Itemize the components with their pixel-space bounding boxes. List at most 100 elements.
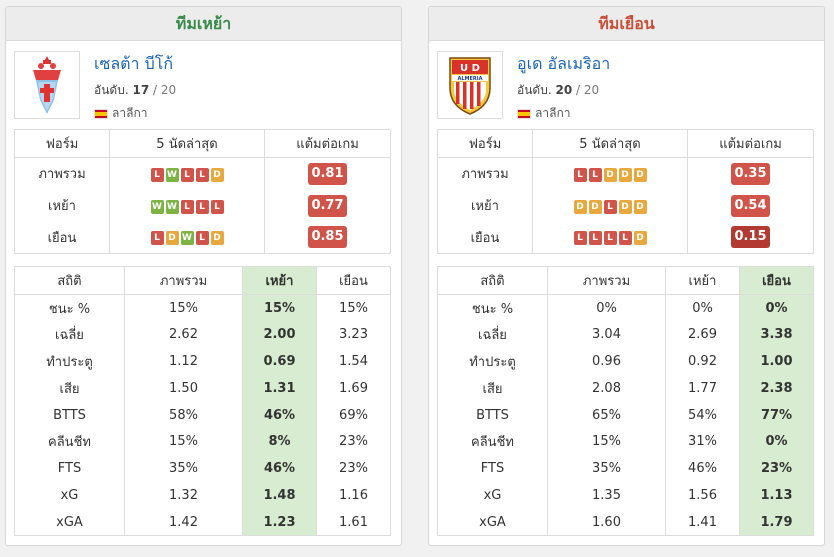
stats-cell: 58% — [124, 401, 243, 429]
stats-cell: 1.48 — [242, 482, 317, 509]
result-badge[interactable]: W — [165, 199, 179, 214]
stats-cell: 46% — [242, 401, 317, 429]
stats-cell: 1.42 — [124, 508, 243, 537]
result-badge[interactable]: L — [180, 199, 194, 214]
result-badge[interactable]: D — [165, 231, 179, 246]
result-badge[interactable]: W — [165, 167, 179, 182]
result-badge[interactable]: L — [210, 199, 224, 214]
form-row-ppg-cell: 0.85 — [264, 221, 391, 254]
stats-row: xG 1.35 1.56 1.13 — [437, 482, 814, 509]
ppg-badge: 0.54 — [731, 194, 770, 217]
home-team-logo[interactable] — [14, 51, 80, 119]
result-badge[interactable]: D — [633, 231, 647, 246]
home-rank-total: / 20 — [153, 83, 177, 97]
away-stats-table: สถิติ ภาพรวม เหย้า เยือน ชนะ % 0% 0% 0% เฉลี… — [437, 266, 814, 537]
stats-cell: 1.35 — [547, 482, 666, 509]
stats-cell: 0.69 — [242, 348, 317, 375]
form-header-last5: 5 นัดล่าสุด — [109, 129, 265, 158]
stats-cell: 15% — [547, 428, 666, 456]
stats-row: ทำประตู 1.12 0.69 1.54 — [14, 348, 391, 375]
result-badge[interactable]: D — [633, 167, 647, 182]
stats-header-overall: ภาพรวม — [124, 266, 243, 295]
stats-row-label: ทำประตู — [14, 348, 125, 375]
stats-cell: 0.96 — [547, 348, 666, 375]
result-badge[interactable]: L — [180, 167, 194, 182]
stats-cell: 1.13 — [739, 482, 814, 509]
result-badge[interactable]: D — [618, 199, 632, 214]
result-badge[interactable]: L — [195, 167, 209, 182]
stats-cell: 15% — [242, 294, 317, 322]
stats-cell: 0.92 — [665, 348, 740, 375]
result-badge[interactable]: L — [195, 231, 209, 246]
stats-row: เสีย 1.50 1.31 1.69 — [14, 374, 391, 402]
away-team-logo[interactable]: U D ALMERIA — [437, 51, 503, 119]
stats-row-label: คลีนชีท — [437, 428, 548, 456]
result-badge[interactable]: D — [210, 167, 224, 182]
home-team-name[interactable]: เซลต้า บีโก้ — [94, 54, 174, 73]
stats-row: คลีนชีท 15% 31% 0% — [437, 428, 814, 456]
stats-row: เฉลี่ย 2.62 2.00 3.23 — [14, 321, 391, 349]
stats-row-label: xG — [437, 482, 548, 509]
result-badge[interactable]: W — [150, 199, 164, 214]
away-form-table: ฟอร์ม 5 นัดล่าสุด แต้มต่อเกม ภาพรวม L L D D D… — [437, 129, 814, 254]
result-badge[interactable]: W — [180, 231, 194, 246]
result-badge[interactable]: D — [618, 167, 632, 182]
stats-cell: 2.08 — [547, 374, 666, 402]
result-badge[interactable]: L — [150, 231, 164, 246]
result-badge[interactable]: L — [588, 167, 602, 182]
stats-header-stat: สถิติ — [14, 266, 125, 295]
stats-cell: 2.00 — [242, 321, 317, 349]
stats-row-label: FTS — [14, 455, 125, 483]
stats-header-away: เยือน — [739, 266, 814, 295]
result-badge[interactable]: L — [603, 199, 617, 214]
result-badge[interactable]: D — [633, 199, 647, 214]
home-league-name[interactable]: ลาลีกา — [112, 106, 148, 120]
stats-cell: 3.38 — [739, 321, 814, 349]
stats-cell: 46% — [242, 455, 317, 483]
result-badge[interactable]: L — [150, 167, 164, 182]
result-badge[interactable]: L — [573, 167, 587, 182]
result-badge[interactable]: D — [573, 199, 587, 214]
form-row-ppg-cell: 0.77 — [264, 189, 391, 222]
result-badge[interactable]: L — [603, 231, 617, 246]
form-row-label: เยือน — [437, 221, 533, 254]
stats-cell: 1.69 — [316, 374, 391, 402]
stats-row-label: BTTS — [14, 401, 125, 429]
stats-row-label: xGA — [14, 508, 125, 537]
stats-cell: 15% — [124, 428, 243, 456]
result-badge[interactable]: D — [588, 199, 602, 214]
result-badge[interactable]: D — [603, 167, 617, 182]
stats-row: คลีนชีท 15% 8% 23% — [14, 428, 391, 456]
result-badge[interactable]: L — [588, 231, 602, 246]
result-badge[interactable]: L — [618, 231, 632, 246]
stats-cell: 1.54 — [316, 348, 391, 375]
ud-almeria-crest-icon: U D ALMERIA — [449, 57, 491, 115]
stats-cell: 69% — [316, 401, 391, 429]
form-row: เหย้า W W L L L 0.77 — [14, 189, 391, 222]
stats-cell: 1.56 — [665, 482, 740, 509]
stats-cell: 1.50 — [124, 374, 243, 402]
stats-row: xGA 1.42 1.23 1.61 — [14, 508, 391, 537]
home-team-rank: อันดับ. 17 / 20 — [94, 81, 176, 100]
result-badge[interactable]: D — [210, 231, 224, 246]
away-rank-label: อันดับ. — [517, 83, 552, 97]
stats-row: ชนะ % 15% 15% 15% — [14, 294, 391, 322]
stats-cell: 8% — [242, 428, 317, 456]
ppg-badge: 0.81 — [308, 162, 347, 185]
form-row-label: ภาพรวม — [14, 157, 110, 190]
stats-cell: 1.79 — [739, 508, 814, 537]
result-badge[interactable]: L — [573, 231, 587, 246]
stats-row: FTS 35% 46% 23% — [14, 455, 391, 483]
away-team-name[interactable]: อูเด อัลเมริอา — [517, 54, 611, 73]
home-team-info: เซลต้า บีโก้ อันดับ. 17 / 20 ลาลีกา — [14, 51, 393, 121]
stats-cell: 1.41 — [665, 508, 740, 537]
result-badge[interactable]: L — [195, 199, 209, 214]
away-league-name[interactable]: ลาลีกา — [535, 106, 571, 120]
stats-row-label: เสีย — [437, 374, 548, 402]
stats-row-label: ทำประตู — [437, 348, 548, 375]
stats-cell: 0% — [547, 294, 666, 322]
away-team-panel: ทีมเยือน U D ALMERIA อูเด อัลเมริอา อันด… — [428, 6, 825, 546]
form-row-ppg-cell: 0.15 — [687, 221, 814, 254]
